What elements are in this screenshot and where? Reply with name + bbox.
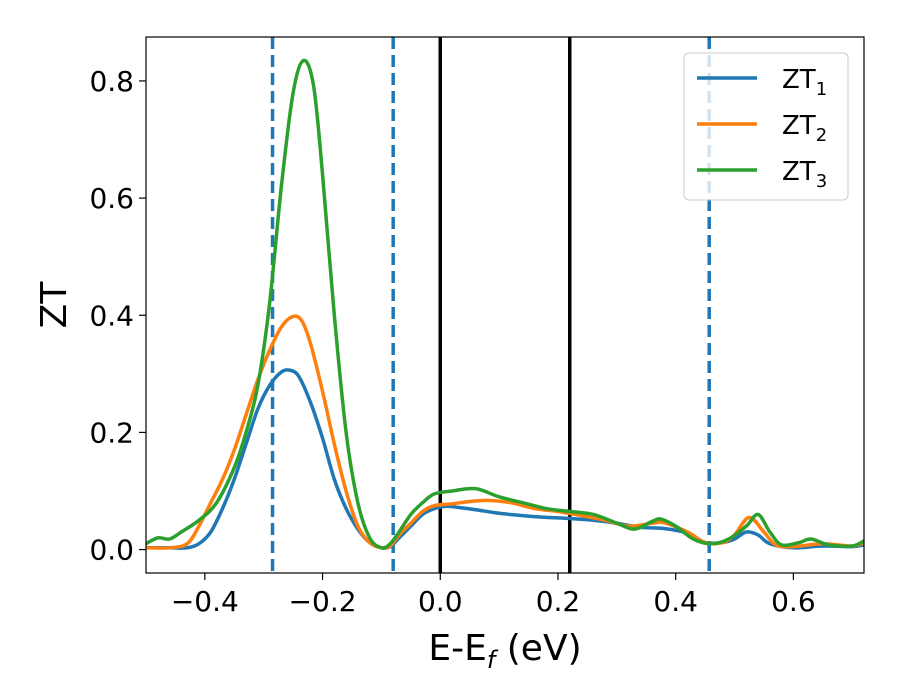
legend: ZT1 ZT2 ZT3: [683, 52, 849, 201]
legend-label-zt2: ZT2: [782, 111, 827, 146]
x-tick-label: 0.0: [418, 585, 463, 618]
x-axis-ticks: −0.4 −0.2 0.0 0.2 0.4 0.6: [171, 573, 816, 618]
x-tick-label: −0.2: [289, 585, 357, 618]
x-axis-label-main: E-E: [428, 628, 486, 669]
y-axis-ticks: 0.0 0.2 0.4 0.6 0.8: [89, 65, 146, 567]
x-tick-label: −0.4: [171, 585, 239, 618]
plot-frame: [145, 36, 865, 574]
x-axis-label: E-Ef (eV): [428, 628, 581, 674]
legend-label-zt3: ZT3: [782, 157, 827, 192]
series-line-zt3: [146, 58, 864, 550]
y-tick-label: 0.0: [89, 534, 134, 567]
y-tick-label: 0.8: [89, 65, 134, 98]
y-axis-label: ZT: [34, 281, 75, 329]
x-tick-label: 0.6: [771, 585, 816, 618]
series-group: [146, 58, 864, 550]
legend-label-zt1: ZT1: [782, 65, 827, 100]
y-tick-label: 0.6: [89, 182, 134, 215]
y-tick-label: 0.4: [89, 299, 134, 332]
legend-frame: [683, 52, 849, 201]
y-tick-label: 0.2: [89, 416, 134, 449]
vertical-reference-lines: [270, 37, 711, 573]
x-tick-label: 0.4: [653, 585, 698, 618]
x-tick-label: 0.2: [536, 585, 581, 618]
x-axis-label-unit: (eV): [495, 628, 581, 669]
